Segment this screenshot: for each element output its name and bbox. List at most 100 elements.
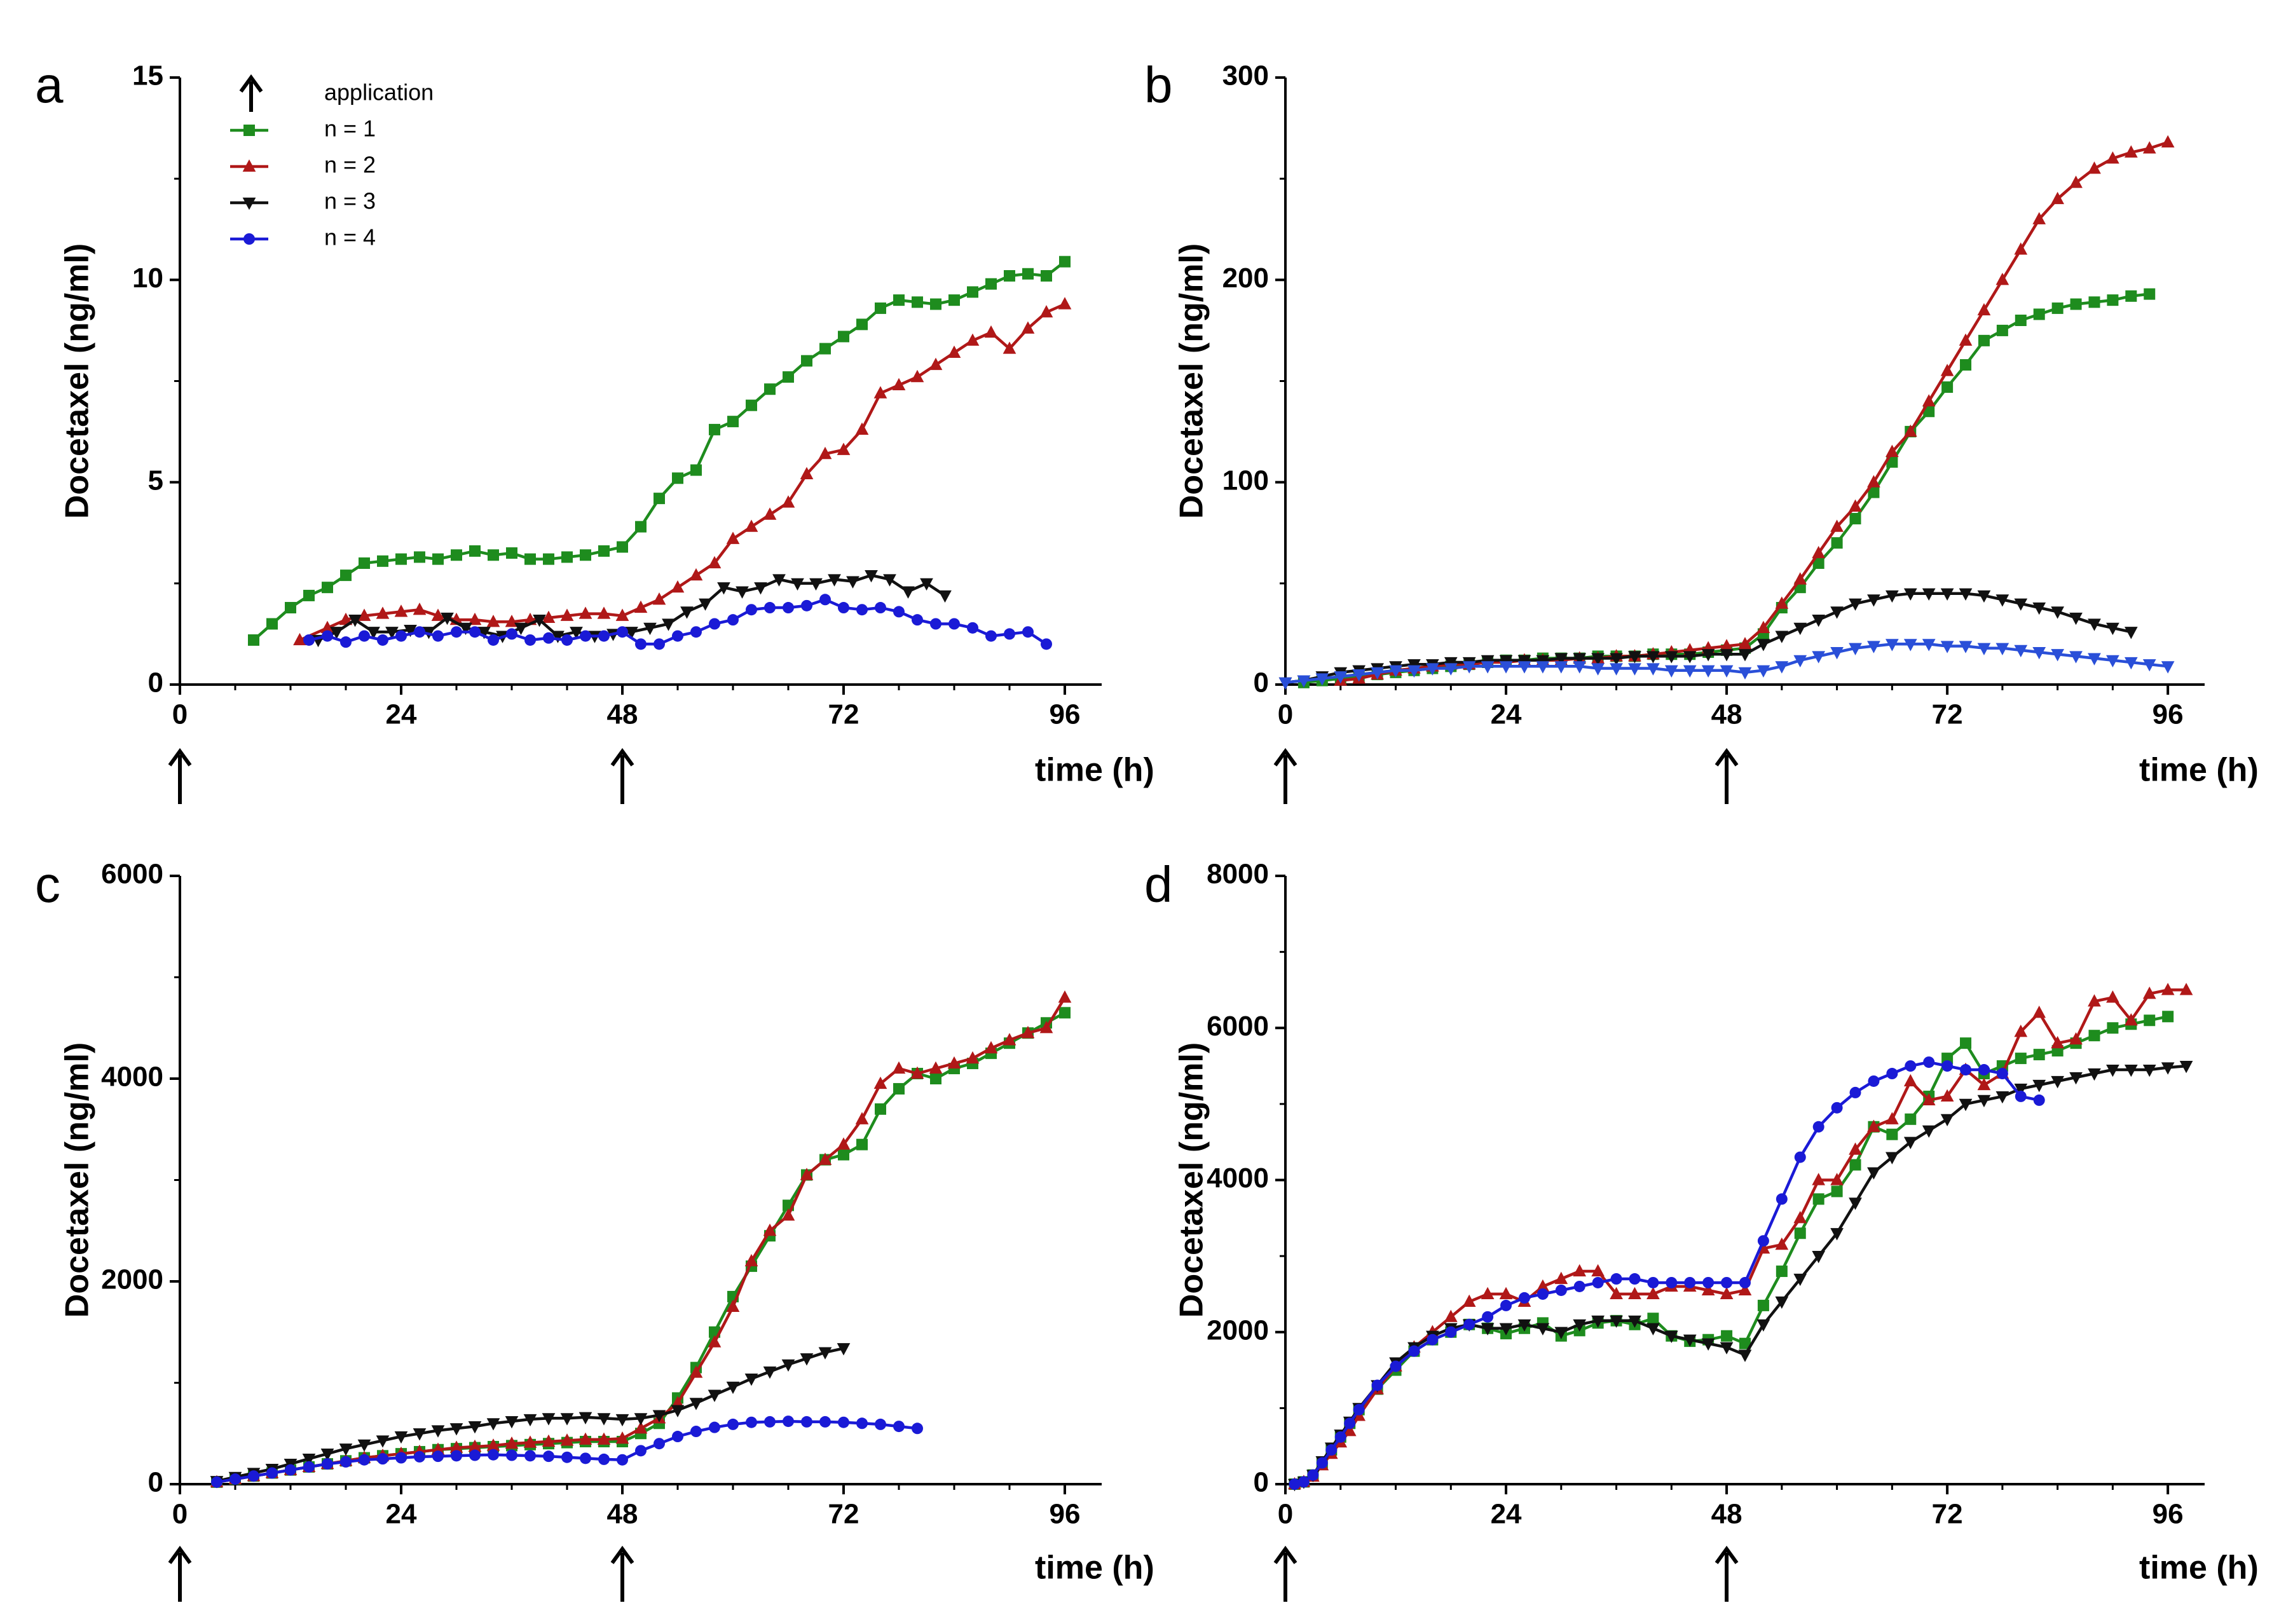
data-point <box>598 545 610 557</box>
data-point <box>1517 1319 1531 1332</box>
data-point <box>1371 1379 1383 1391</box>
data-point <box>726 1381 740 1395</box>
data-point <box>322 630 333 642</box>
panel-c: c 0 2000 4000 6000 0 24 48 72 96 Docetaxel (ng/ml)… <box>35 856 1154 1602</box>
y-tick-label: 10 <box>132 263 163 294</box>
data-point <box>1830 1173 1844 1185</box>
data-point <box>873 1076 887 1089</box>
data-point <box>543 632 554 644</box>
y-tick-label: 2000 <box>1207 1314 1269 1346</box>
data-point <box>432 553 444 565</box>
legend-marker <box>243 233 255 245</box>
data-point <box>1022 626 1034 638</box>
data-point <box>746 604 757 616</box>
data-point <box>523 1435 537 1448</box>
data-point <box>1867 1167 1880 1180</box>
legend-label: n = 2 <box>324 152 376 178</box>
series-n-2 <box>1288 983 2193 1490</box>
data-point <box>1812 1251 1826 1264</box>
data-point <box>1444 663 1458 676</box>
panel-letter: c <box>35 856 60 913</box>
data-point <box>2051 1035 2064 1049</box>
data-point <box>801 355 812 367</box>
data-point <box>1721 1330 1733 1342</box>
data-point <box>561 1451 573 1463</box>
y-tick-label: 100 <box>1222 465 1269 496</box>
data-point <box>560 1413 574 1426</box>
data-point <box>1867 641 1880 653</box>
x-axis-title: time (h) <box>1035 752 1154 789</box>
data-point <box>709 618 720 630</box>
data-point <box>414 626 425 638</box>
data-point <box>819 594 831 606</box>
y-tick-label: 0 <box>148 1467 163 1498</box>
data-point <box>1343 1424 1357 1436</box>
legend-marker <box>242 197 256 210</box>
data-point <box>2051 606 2064 619</box>
data-point <box>1278 677 1292 690</box>
data-point <box>293 632 306 646</box>
data-point <box>1536 661 1550 674</box>
data-point <box>2179 1060 2193 1074</box>
data-point <box>654 493 665 505</box>
data-point <box>754 582 767 595</box>
data-point <box>654 638 665 650</box>
data-point <box>1408 1345 1420 1357</box>
data-point <box>1352 669 1366 682</box>
data-point <box>320 1449 334 1461</box>
data-point <box>1886 1128 1898 1140</box>
data-point <box>1903 424 1917 437</box>
data-point <box>1940 641 1954 653</box>
data-point <box>1775 596 1789 609</box>
data-point <box>441 612 454 625</box>
data-point <box>1940 1114 1954 1127</box>
data-point <box>643 622 657 636</box>
data-point <box>1738 667 1752 680</box>
y-tick-label: 200 <box>1222 263 1269 294</box>
data-point <box>672 630 683 642</box>
data-point <box>818 1152 832 1165</box>
data-point <box>883 574 896 587</box>
data-point <box>1683 651 1697 664</box>
data-point <box>912 296 923 308</box>
data-point <box>764 1416 776 1428</box>
data-point <box>800 467 814 480</box>
data-point <box>764 602 776 614</box>
data-point <box>431 608 445 621</box>
data-point <box>505 1416 519 1429</box>
data-point <box>1573 1319 1587 1332</box>
x-ticks: 0 24 48 72 96 <box>172 685 1080 730</box>
data-point <box>451 626 462 638</box>
data-point <box>1554 653 1568 665</box>
series-line <box>1294 988 2187 1486</box>
data-point <box>1886 1152 1899 1164</box>
data-point <box>948 294 960 306</box>
data-point <box>1812 615 1826 627</box>
data-point <box>2142 1064 2156 1077</box>
data-point <box>1960 1064 1972 1076</box>
application-arrow <box>1273 1545 1297 1602</box>
data-point <box>1868 486 1880 498</box>
data-point <box>2069 1072 2083 1085</box>
data-point <box>1022 268 1034 280</box>
data-point <box>1903 639 1917 652</box>
data-point <box>929 357 943 371</box>
data-point <box>2142 986 2156 999</box>
data-point <box>1922 639 1936 652</box>
application-arrow <box>168 1545 192 1602</box>
data-point <box>1739 1276 1751 1288</box>
panel-d: d 0 2000 4000 6000 8000 0 24 48 72 96 Docetaxel (ng… <box>1144 856 2259 1602</box>
data-point <box>395 553 407 565</box>
data-point <box>1903 1136 1917 1149</box>
data-point <box>727 416 739 428</box>
data-point <box>1610 1315 1623 1328</box>
legend-marker <box>242 159 256 172</box>
data-point <box>930 1073 941 1084</box>
data-point <box>929 1061 943 1074</box>
data-point <box>736 586 749 599</box>
y-axis-title: Docetaxel (ng/ml) <box>1174 243 1210 519</box>
data-point <box>837 442 851 455</box>
data-point <box>376 1435 390 1448</box>
data-point <box>1315 673 1329 686</box>
